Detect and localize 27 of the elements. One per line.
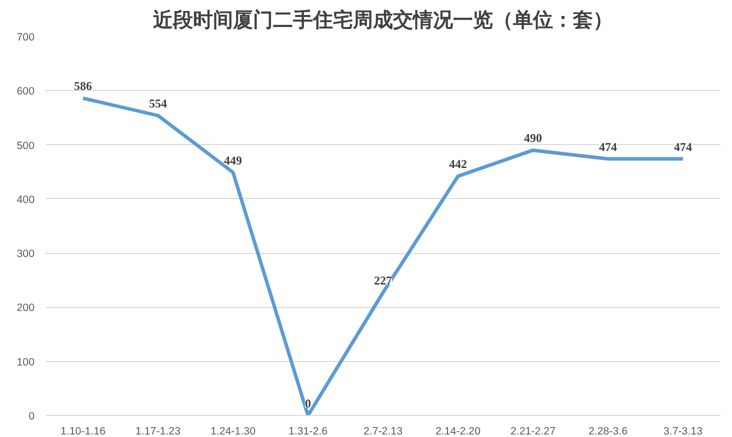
x-tick-label: 2.28-3.6 <box>588 426 628 437</box>
y-tick-label: 400 <box>16 194 35 206</box>
y-tick-label: 200 <box>16 302 35 314</box>
chart-title: 近段时间厦门二手住宅周成交情况一览（单位：套） <box>152 8 613 32</box>
y-tick-label: 100 <box>16 356 35 368</box>
data-label: 442 <box>449 157 467 172</box>
x-tick-label: 1.17-1.23 <box>135 426 181 437</box>
y-tick-label: 600 <box>16 86 35 98</box>
x-tick-label: 2.7-2.13 <box>363 426 403 437</box>
x-tick-label: 2.21-2.27 <box>510 426 556 437</box>
data-label: 554 <box>149 96 167 111</box>
data-label: 0 <box>305 396 311 410</box>
data-label: 449 <box>224 153 242 168</box>
x-tick-label: 1.10-1.16 <box>60 426 106 437</box>
data-label: 490 <box>524 131 542 146</box>
data-label: 474 <box>674 140 692 154</box>
x-tick-label: 1.24-1.30 <box>210 426 256 437</box>
y-tick-label: 0 <box>28 410 35 422</box>
y-tick-label: 700 <box>16 32 35 44</box>
y-tick-label: 300 <box>16 248 35 260</box>
data-label: 586 <box>74 79 92 94</box>
data-label: 474 <box>599 140 617 154</box>
x-tick-label: 2.14-2.20 <box>435 426 481 437</box>
x-tick-label: 1.31-2.6 <box>288 426 328 437</box>
y-tick-label: 500 <box>16 140 35 152</box>
data-label: 227 <box>374 274 392 288</box>
x-tick-label: 3.7-3.13 <box>663 426 703 437</box>
